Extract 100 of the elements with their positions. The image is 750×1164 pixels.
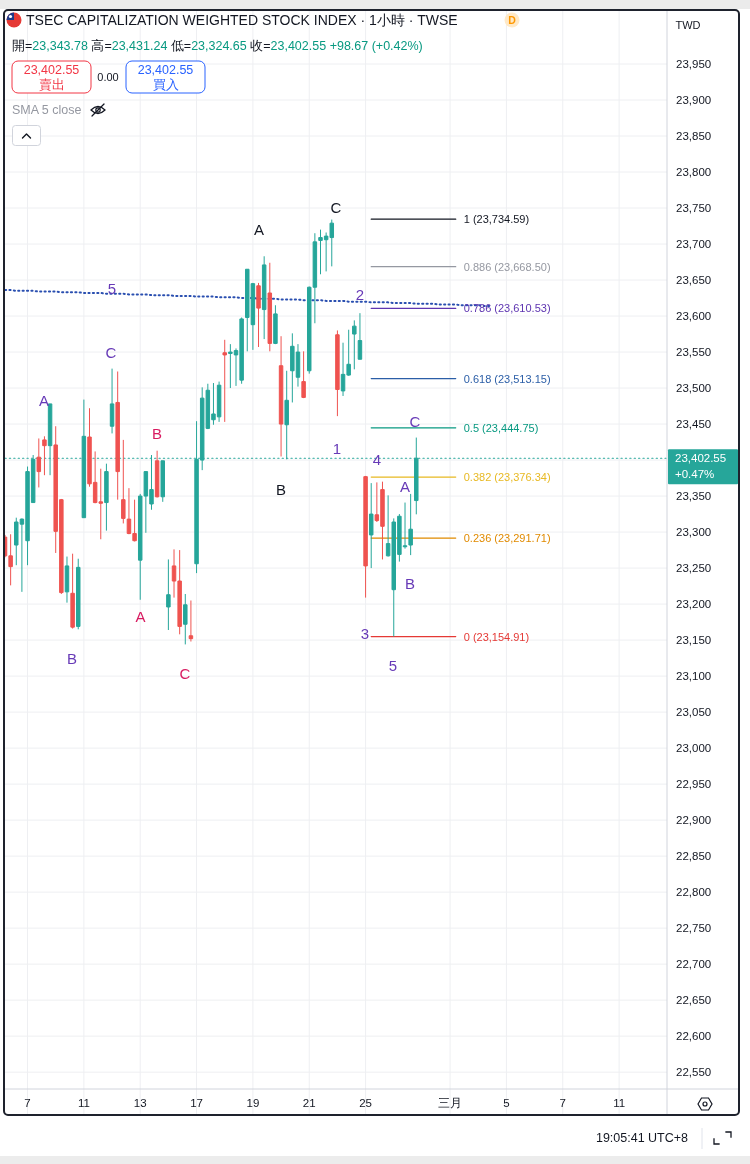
candlestick (352, 319, 357, 370)
y-tick-label: 23,550 (676, 346, 712, 359)
x-tick-label: 25 (359, 1097, 372, 1109)
annotation: 3 (360, 624, 370, 642)
annotation: B (66, 649, 78, 667)
y-tick-label: 23,300 (676, 526, 712, 539)
annotation: 4 (372, 450, 382, 468)
candlestick (64, 556, 70, 604)
annotation: 5 (388, 656, 398, 674)
y-tick-label: 22,750 (676, 922, 712, 935)
y-tick-label: 23,350 (676, 490, 712, 503)
y-tick-label: 23,500 (676, 382, 712, 395)
annotation: C (330, 198, 342, 216)
x-tick-label: 7 (24, 1097, 31, 1109)
series-label: 0.786 (23,610.53) (463, 302, 551, 315)
candlestick (8, 533, 13, 586)
candlestick (115, 370, 120, 501)
text: 開=23,343.78 高=23,431.24 低=23,324.65 收=23,402.55 +98.67 (+0.42%) (12, 39, 423, 53)
candlestick (335, 329, 340, 417)
y-tick-label: 23,050 (676, 706, 712, 719)
candlestick (183, 593, 188, 645)
y-tick-label: 23,150 (676, 634, 712, 647)
annotation: B (151, 424, 163, 442)
y-tick-label: 23,900 (676, 94, 712, 107)
annotation: A (253, 220, 265, 238)
annotation: C (105, 343, 117, 361)
series-label: 0.618 (23,513.15) (463, 372, 551, 385)
y-tick-label: 23,600 (676, 310, 712, 323)
annotation: B (275, 480, 287, 498)
y-tick-label: 23,200 (676, 598, 712, 611)
annotation: 0.00 (97, 71, 119, 83)
annotation: A (38, 391, 50, 409)
candlestick (109, 368, 115, 434)
candlestick (357, 312, 363, 360)
y-tick-label: 23,450 (676, 418, 712, 431)
y-tick-label: 23,000 (676, 742, 712, 755)
candlestick (104, 463, 109, 532)
candlestick (222, 339, 227, 423)
annotation: 2 (355, 285, 365, 303)
y-tick-label: 23,750 (676, 202, 712, 215)
x-tick-label: 5 (503, 1097, 510, 1109)
ref-line-label: 23,402.55 +0.47% (675, 452, 727, 481)
series-label: 0.886 (23,668.50) (463, 260, 551, 273)
y-tick-label: 23,250 (676, 562, 712, 575)
y-tick-label: 22,900 (676, 814, 712, 827)
series-label: 0.5 (23,444.75) (463, 421, 539, 434)
y-tick-label: 22,700 (676, 958, 712, 971)
candlestick (363, 475, 368, 599)
y-tick-label: 22,950 (676, 778, 712, 791)
text: 19:05:41 UTC+8 (595, 1131, 689, 1145)
y-tick-label: 22,550 (676, 1066, 712, 1079)
series-label: 0.382 (23,376.34) (463, 471, 551, 484)
candlestick (154, 450, 160, 499)
y-tick-label: 22,850 (676, 850, 712, 863)
x-tick-label: 三月 (438, 1097, 463, 1109)
annotation: 23,402.55 賣出 (23, 62, 80, 92)
annotation: C (409, 412, 421, 430)
x-tick-label: 17 (190, 1097, 203, 1109)
annotation: 23,402.55 買入 (137, 62, 194, 92)
x-tick-label: 11 (77, 1097, 90, 1109)
y-tick-label: 23,700 (676, 238, 712, 251)
x-tick-label: 7 (559, 1097, 566, 1109)
candlestick (166, 558, 171, 631)
y-tick-label: 23,650 (676, 274, 712, 287)
candlestick (267, 262, 273, 352)
candlestick (256, 282, 261, 348)
chart-title: TSEC CAPITALIZATION WEIGHTED STOCK INDEX · 1小時 · TWSE (26, 12, 458, 28)
y-tick-label: 22,600 (676, 1030, 712, 1043)
annotation: B (404, 574, 416, 592)
candlestick (36, 437, 42, 488)
candlestick (261, 255, 267, 340)
candlestick (278, 335, 284, 457)
candlestick (273, 304, 278, 345)
y-tick-label: 23,800 (676, 166, 712, 179)
text: TWD (675, 19, 701, 31)
series-label: 1 (23,734.59) (463, 213, 530, 226)
candlestick (42, 435, 47, 476)
x-tick-label: 11 (613, 1097, 626, 1109)
x-tick-label: 19 (246, 1097, 260, 1109)
y-tick-label: 23,850 (676, 130, 712, 143)
x-tick-label: 21 (302, 1097, 316, 1109)
candlestick (368, 482, 374, 569)
y-tick-label: 23,100 (676, 670, 712, 683)
annotation: SMA 5 close (12, 103, 82, 117)
y-tick-label: 22,800 (676, 886, 712, 899)
candlestick (70, 553, 75, 630)
series-label: 0 (23,154.91) (463, 630, 530, 643)
series-label: 0.236 (23,291.71) (463, 532, 551, 545)
x-tick-label: 13 (133, 1097, 147, 1109)
y-tick-label: 23,950 (676, 58, 712, 71)
y-tick-label: 22,650 (676, 994, 712, 1007)
annotation: 5 (107, 279, 117, 297)
annotation: C (179, 664, 191, 682)
candlestick (188, 599, 194, 643)
annotation: 1 (332, 439, 342, 457)
annotation: D (508, 14, 517, 26)
candlestick (301, 350, 306, 399)
annotation: A (399, 477, 411, 495)
annotation: A (135, 607, 146, 625)
candlestick (76, 558, 81, 630)
